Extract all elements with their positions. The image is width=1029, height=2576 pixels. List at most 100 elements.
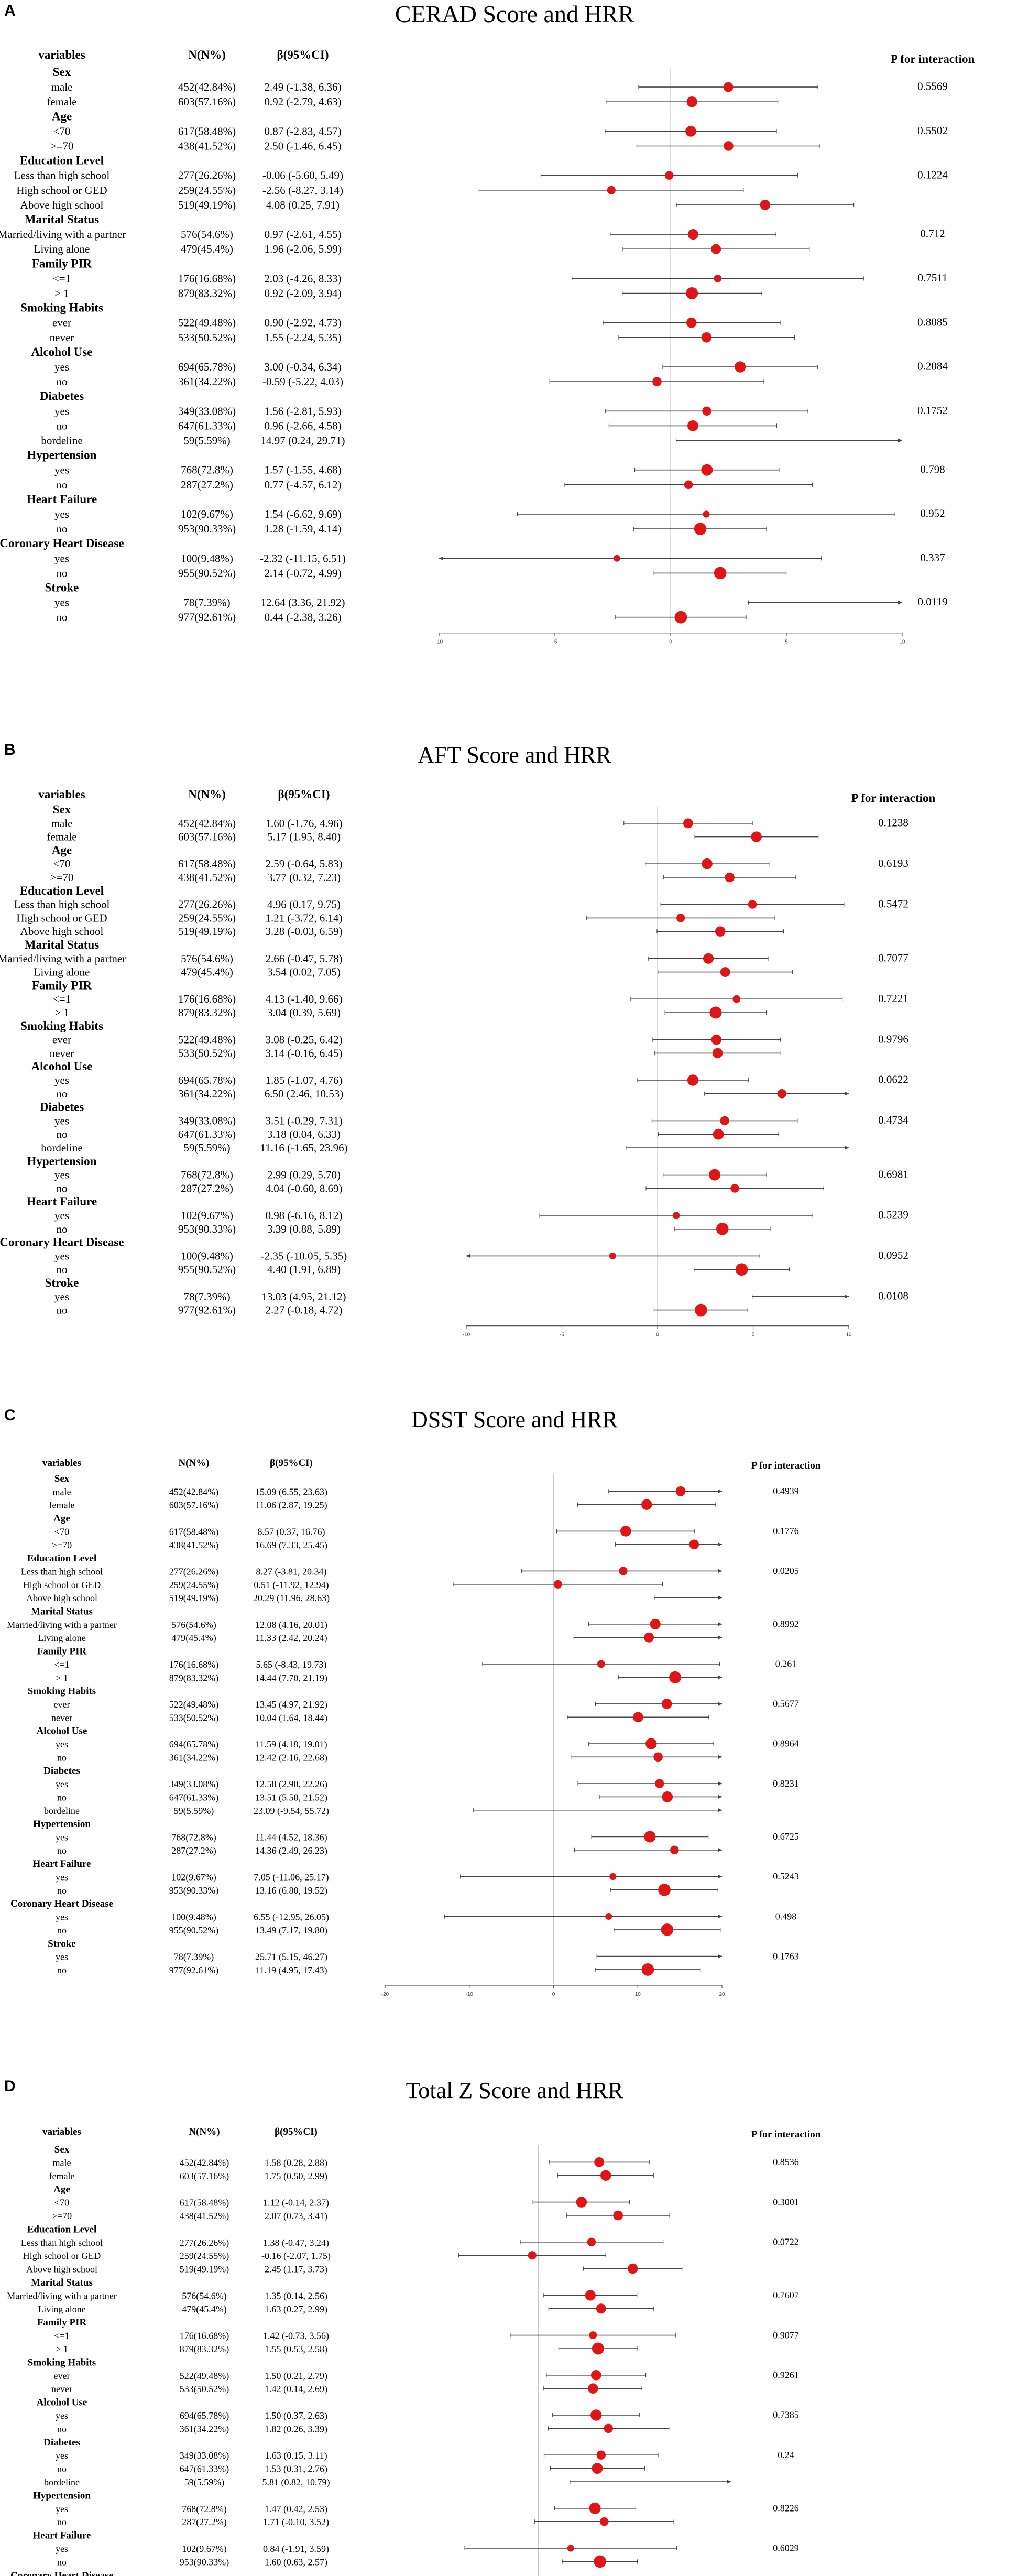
point-estimate: [576, 2197, 587, 2208]
n-percent-value: 176(16.68%): [178, 272, 236, 285]
subgroup-label: Married/living with a partner: [7, 2290, 116, 2301]
point-estimate: [760, 200, 771, 210]
beta-ci-value: 1.42 (0.14, 2.69): [265, 2384, 327, 2395]
subgroup-label: yes: [54, 552, 69, 564]
subgroup-label: no: [57, 479, 68, 491]
n-percent-value: 519(49.19%): [180, 2264, 229, 2275]
p-interaction-value: 0.6981: [878, 1168, 908, 1180]
subgroup-label: female: [47, 831, 76, 843]
beta-ci-value: 16.69 (7.33, 25.45): [255, 1540, 327, 1551]
p-interaction-value: 0.261: [775, 1659, 797, 1669]
beta-ci-value: 3.18 (0.04, 6.33): [267, 1128, 341, 1140]
point-estimate: [644, 1831, 656, 1843]
p-interaction-value: 0.8226: [773, 2503, 799, 2514]
ci-arrow-right: [718, 1489, 722, 1494]
point-estimate: [686, 317, 697, 328]
subgroup-label: Less than high school: [21, 2237, 103, 2248]
p-interaction-value: 0.8992: [773, 1619, 799, 1629]
point-estimate: [689, 1539, 699, 1550]
subgroup-label: never: [50, 331, 74, 344]
subgroup-label: yes: [54, 1249, 69, 1262]
group-label: Alcohol Use: [37, 1726, 87, 1737]
beta-ci-value: 2.49 (-1.38, 6.36): [265, 81, 342, 93]
ci-arrow-right: [718, 1847, 722, 1852]
point-estimate: [620, 1526, 631, 1537]
subgroup-label: no: [57, 1792, 67, 1802]
ci-arrow-right: [727, 2480, 731, 2484]
beta-ci-value: 11.19 (4.95, 17.43): [255, 1965, 327, 1976]
beta-ci-value: 7.05 (-11.06, 25.17): [254, 1872, 329, 1883]
subgroup-label: <70: [54, 1526, 69, 1537]
beta-ci-value: 0.96 (-2.66, 4.58): [265, 419, 342, 432]
beta-ci-value: 12.42 (2.16, 22.68): [255, 1752, 327, 1763]
n-percent-value: 603(57.16%): [169, 1500, 218, 1511]
group-label: Hypertension: [33, 1819, 91, 1830]
subgroup-label: High school or GED: [23, 2251, 101, 2261]
beta-ci-value: 5.65 (-8.43, 19.73): [256, 1659, 327, 1670]
n-percent-value: 977(92.61%): [178, 1304, 236, 1317]
ci-arrow-right: [718, 1781, 722, 1786]
n-percent-value: 287(27.2%): [182, 2517, 226, 2528]
ci-arrow-right: [718, 1795, 722, 1799]
p-interaction-value: 0.498: [775, 1911, 797, 1921]
p-interaction-value: 0.7607: [773, 2290, 799, 2300]
subgroup-label: >=70: [52, 1540, 72, 1550]
p-interaction-value: 0.4734: [878, 1114, 908, 1126]
n-percent-value: 259(24.55%): [178, 184, 236, 197]
point-estimate: [553, 1580, 562, 1589]
n-percent-value: 879(83.32%): [178, 287, 236, 300]
p-interaction-value: 0.24: [778, 2450, 794, 2460]
n-percent-value: 349(33.08%): [169, 1779, 218, 1790]
subgroup-label: bordeline: [44, 1806, 80, 1816]
beta-ci-value: 2.59 (-0.64, 5.83): [266, 857, 343, 870]
point-estimate: [720, 967, 730, 977]
point-estimate: [711, 1034, 722, 1045]
n-percent-value: 479(45.4%): [181, 966, 233, 979]
n-percent-value: 259(24.55%): [180, 2251, 229, 2262]
point-estimate: [609, 1873, 617, 1881]
point-estimate: [661, 1699, 672, 1709]
group-label: Family PIR: [37, 1646, 87, 1657]
beta-ci-value: 13.03 (4.95, 21.12): [262, 1290, 346, 1303]
subgroup-label: bordeline: [41, 434, 82, 447]
group-label: Hypertension: [27, 1155, 97, 1168]
subgroup-label: female: [49, 2171, 75, 2181]
n-percent-value: 100(9.48%): [181, 1249, 233, 1262]
p-interaction-value: 0.1752: [917, 404, 948, 417]
p-interaction-value: 0.5472: [878, 897, 908, 910]
point-estimate: [670, 1845, 679, 1855]
beta-ci-value: 1.63 (0.27, 2.99): [265, 2304, 327, 2315]
subgroup-label: yes: [54, 1114, 69, 1127]
x-axis-tick-label: 5: [785, 639, 788, 645]
x-axis-tick-label: -10: [466, 1992, 474, 1997]
n-percent-value: 59(5.59%): [174, 1806, 214, 1817]
beta-ci-value: -0.06 (-5.60, 5.49): [262, 169, 343, 182]
n-percent-value: 533(50.52%): [169, 1712, 218, 1723]
group-label: Smoking Habits: [28, 2357, 96, 2368]
subgroup-label: >=70: [50, 140, 74, 153]
p-interaction-value: 0.8964: [773, 1738, 799, 1749]
subgroup-label: yes: [54, 508, 69, 520]
point-estimate: [609, 1252, 616, 1259]
point-estimate: [627, 2263, 638, 2274]
subgroup-label: > 1: [56, 1672, 68, 1683]
n-percent-value: 879(83.32%): [180, 2344, 229, 2355]
panel-label: A: [4, 2, 16, 19]
point-estimate: [715, 926, 726, 937]
subgroup-label: High school or GED: [23, 1580, 101, 1590]
n-percent-value: 438(41.52%): [178, 140, 236, 153]
x-axis-tick-label: 0: [656, 1332, 659, 1338]
n-percent-value: 59(5.59%): [184, 2477, 224, 2488]
point-estimate: [650, 1618, 661, 1629]
p-interaction-value: 0.9796: [878, 1032, 908, 1045]
n-percent-value: 694(65.78%): [180, 2410, 229, 2421]
group-label: Sex: [54, 1473, 70, 1484]
n-percent-value: 576(54.6%): [181, 952, 233, 965]
point-estimate: [694, 1303, 707, 1317]
point-estimate: [641, 1499, 652, 1510]
p-interaction-value: 0.8085: [917, 316, 948, 328]
beta-ci-value: 14.36 (2.49, 26.23): [255, 1845, 327, 1856]
subgroup-label: yes: [56, 1832, 68, 1842]
n-percent-value: 361(34.22%): [180, 2423, 229, 2434]
n-percent-value: 349(33.08%): [178, 1114, 236, 1127]
